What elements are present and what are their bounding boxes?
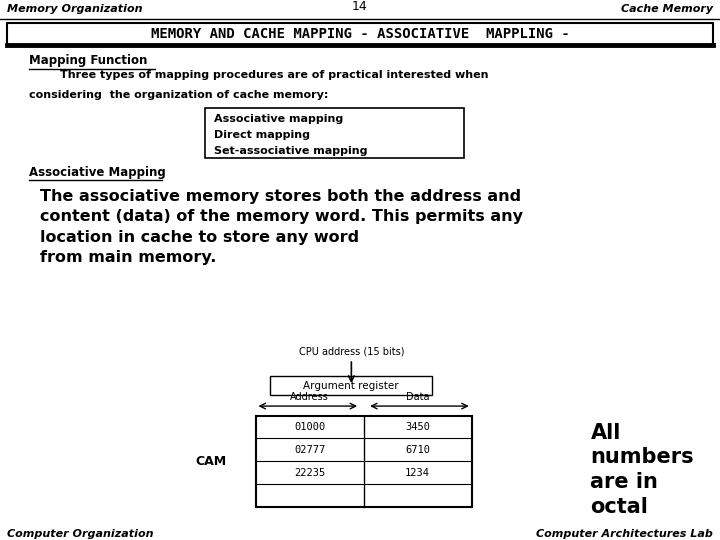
Text: Direct mapping: Direct mapping	[214, 130, 310, 140]
Text: Argument register: Argument register	[303, 381, 399, 390]
Text: 02777: 02777	[294, 445, 325, 455]
Bar	[270, 376, 432, 395]
Text: Associative mapping: Associative mapping	[214, 114, 343, 125]
Text: 22235: 22235	[294, 468, 325, 477]
Text: 1234: 1234	[405, 468, 430, 477]
Text: Address: Address	[290, 392, 329, 402]
Text: Computer Organization: Computer Organization	[7, 529, 153, 539]
Text: considering  the organization of cache memory:: considering the organization of cache me…	[29, 90, 328, 100]
Text: Data: Data	[406, 392, 429, 402]
Text: CAM: CAM	[196, 455, 227, 468]
Bar	[256, 416, 472, 507]
Text: Computer Architectures Lab: Computer Architectures Lab	[536, 529, 713, 539]
Text: All
numbers
are in
octal: All numbers are in octal	[590, 423, 694, 517]
Text: Three types of mapping procedures are of practical interested when: Three types of mapping procedures are of…	[29, 70, 488, 80]
Text: CPU address (15 bits): CPU address (15 bits)	[299, 346, 404, 356]
Text: Memory Organization: Memory Organization	[7, 3, 143, 14]
Text: 6710: 6710	[405, 445, 430, 455]
Bar	[205, 108, 464, 158]
Text: 3450: 3450	[405, 422, 430, 432]
Text: Associative Mapping: Associative Mapping	[29, 166, 166, 179]
Text: Mapping Function: Mapping Function	[29, 54, 147, 67]
Text: MEMORY AND CACHE MAPPING - ASSOCIATIVE  MAPPLING -: MEMORY AND CACHE MAPPING - ASSOCIATIVE M…	[150, 27, 570, 41]
Text: Cache Memory: Cache Memory	[621, 3, 713, 14]
Text: The associative memory stores both the address and
content (data) of the memory : The associative memory stores both the a…	[40, 189, 523, 265]
Text: Set-associative mapping: Set-associative mapping	[214, 146, 367, 156]
Text: 14: 14	[352, 1, 368, 14]
Bar	[7, 23, 713, 45]
Text: 01000: 01000	[294, 422, 325, 432]
